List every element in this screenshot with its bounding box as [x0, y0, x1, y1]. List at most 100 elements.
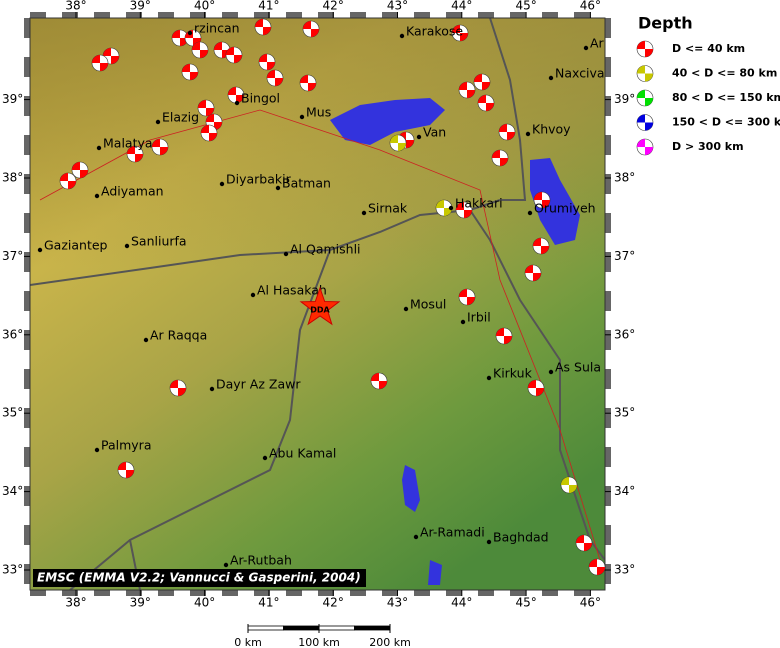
lon-tick-label: 38°: [65, 0, 86, 13]
city-dot: [94, 193, 100, 199]
focal-mechanism: [389, 134, 407, 152]
focal-mechanism: [588, 558, 606, 576]
frame-check: [126, 590, 142, 596]
city-label: Ar-Ramadi: [420, 525, 485, 540]
frame-check: [24, 18, 30, 38]
city-dot: [124, 243, 130, 249]
beachball-quadrant: [226, 47, 242, 63]
city-label: Hakkari: [455, 196, 503, 211]
beachball-quadrant: [127, 146, 143, 162]
lon-tick-label: 41°: [258, 0, 279, 13]
city-dot: [250, 292, 256, 298]
lon-tick-label: 46°: [580, 0, 601, 13]
beachball-quadrant: [170, 380, 186, 396]
frame-check: [574, 12, 590, 18]
beachball-quadrant: [452, 25, 468, 41]
city-label: Orumiyeh: [534, 201, 596, 216]
scale-segment: [318, 625, 355, 631]
legend-item: 150 < D <= 300 km: [636, 114, 780, 131]
beachball-quadrant: [456, 202, 472, 218]
beachball-quadrant: [118, 462, 134, 478]
frame-check: [24, 57, 30, 77]
city-label: Baghdad: [493, 530, 549, 545]
beachball-quadrant: [206, 114, 222, 130]
focal-mechanism: [451, 24, 469, 42]
lat-tick-label: 34°: [614, 484, 635, 498]
epicenter-star: [299, 286, 341, 326]
frame-check: [542, 12, 558, 18]
frame-check: [382, 590, 398, 596]
city-label: Mus: [306, 105, 331, 120]
lake-tharthar: [402, 465, 420, 512]
frame-check: [254, 12, 270, 18]
beachball-quadrant: [259, 54, 275, 70]
lon-tick-label: 40°: [194, 0, 215, 13]
frame-check: [30, 590, 46, 596]
lat-tick-label: 38°: [2, 171, 23, 185]
beachball-quadrant: [436, 200, 452, 216]
frame-check: [478, 590, 494, 596]
city-label: Dayr Az Zawr: [216, 377, 301, 392]
city-label: Palmyra: [101, 438, 151, 453]
frame-check: [382, 12, 398, 18]
frame-check: [158, 590, 174, 596]
mountain-shade: [30, 18, 605, 268]
frame-check: [605, 330, 611, 350]
city-dot: [94, 447, 100, 453]
lat-tick-label: 39°: [2, 92, 23, 106]
lon-tick-label: 43°: [387, 0, 408, 13]
lat-tick-label: 36°: [614, 327, 635, 341]
city-dot: [283, 251, 289, 257]
legend-item: D <= 40 km: [636, 40, 745, 58]
plate-boundary: [39, 109, 601, 561]
focal-mechanism: [302, 20, 320, 38]
city-label: Ar Raqqa: [150, 328, 207, 343]
scale-label: 0 km: [234, 636, 262, 648]
frame-check: [605, 369, 611, 389]
frame-check: [605, 564, 611, 584]
frame-check: [478, 12, 494, 18]
focal-mechanism: [560, 476, 578, 494]
frame-check: [605, 486, 611, 506]
beachball-quadrant: [60, 173, 76, 189]
city-dot: [234, 100, 240, 106]
city-dot: [219, 181, 225, 187]
scale-label: 100 km: [298, 636, 340, 648]
focal-mechanism: [91, 54, 109, 72]
legend-symbol: [637, 90, 653, 106]
city-label: Ar: [590, 36, 605, 51]
frame-check: [286, 590, 302, 596]
beachball-quadrant: [390, 135, 406, 151]
frame-check: [24, 252, 30, 272]
frame-check: [414, 590, 430, 596]
legend-label: D <= 40 km: [672, 42, 745, 55]
frame-check: [605, 57, 611, 77]
beachball-quadrant: [496, 328, 512, 344]
focal-mechanism: [458, 81, 476, 99]
lon-tick-label: 42°: [323, 596, 344, 610]
lake-habbaniyah: [428, 560, 442, 585]
beachball-quadrant: [499, 124, 515, 140]
beachball-quadrant: [533, 238, 549, 254]
frame-check: [446, 590, 462, 596]
lat-tick-label: 39°: [614, 92, 635, 106]
lon-tick-label: 39°: [130, 0, 151, 13]
frame-check: [24, 291, 30, 311]
focal-mechanism: [527, 379, 545, 397]
lat-tick-label: 33°: [614, 563, 635, 577]
frame-check: [24, 96, 30, 116]
city-label: As Sula: [555, 360, 601, 375]
lon-tick-label: 42°: [323, 0, 344, 13]
border-syria-iraq: [69, 249, 331, 590]
lon-tick-label: 45°: [515, 596, 536, 610]
scale-label: 200 km: [369, 636, 411, 648]
city-label: rzincan: [194, 21, 240, 36]
city-label: Elazig: [162, 110, 199, 125]
frame-check: [24, 135, 30, 155]
frame-check: [510, 590, 526, 596]
legend-title: Depth: [638, 14, 693, 33]
city-dot: [548, 369, 554, 375]
city-dot: [486, 375, 492, 381]
focal-mechanism: [435, 199, 453, 217]
